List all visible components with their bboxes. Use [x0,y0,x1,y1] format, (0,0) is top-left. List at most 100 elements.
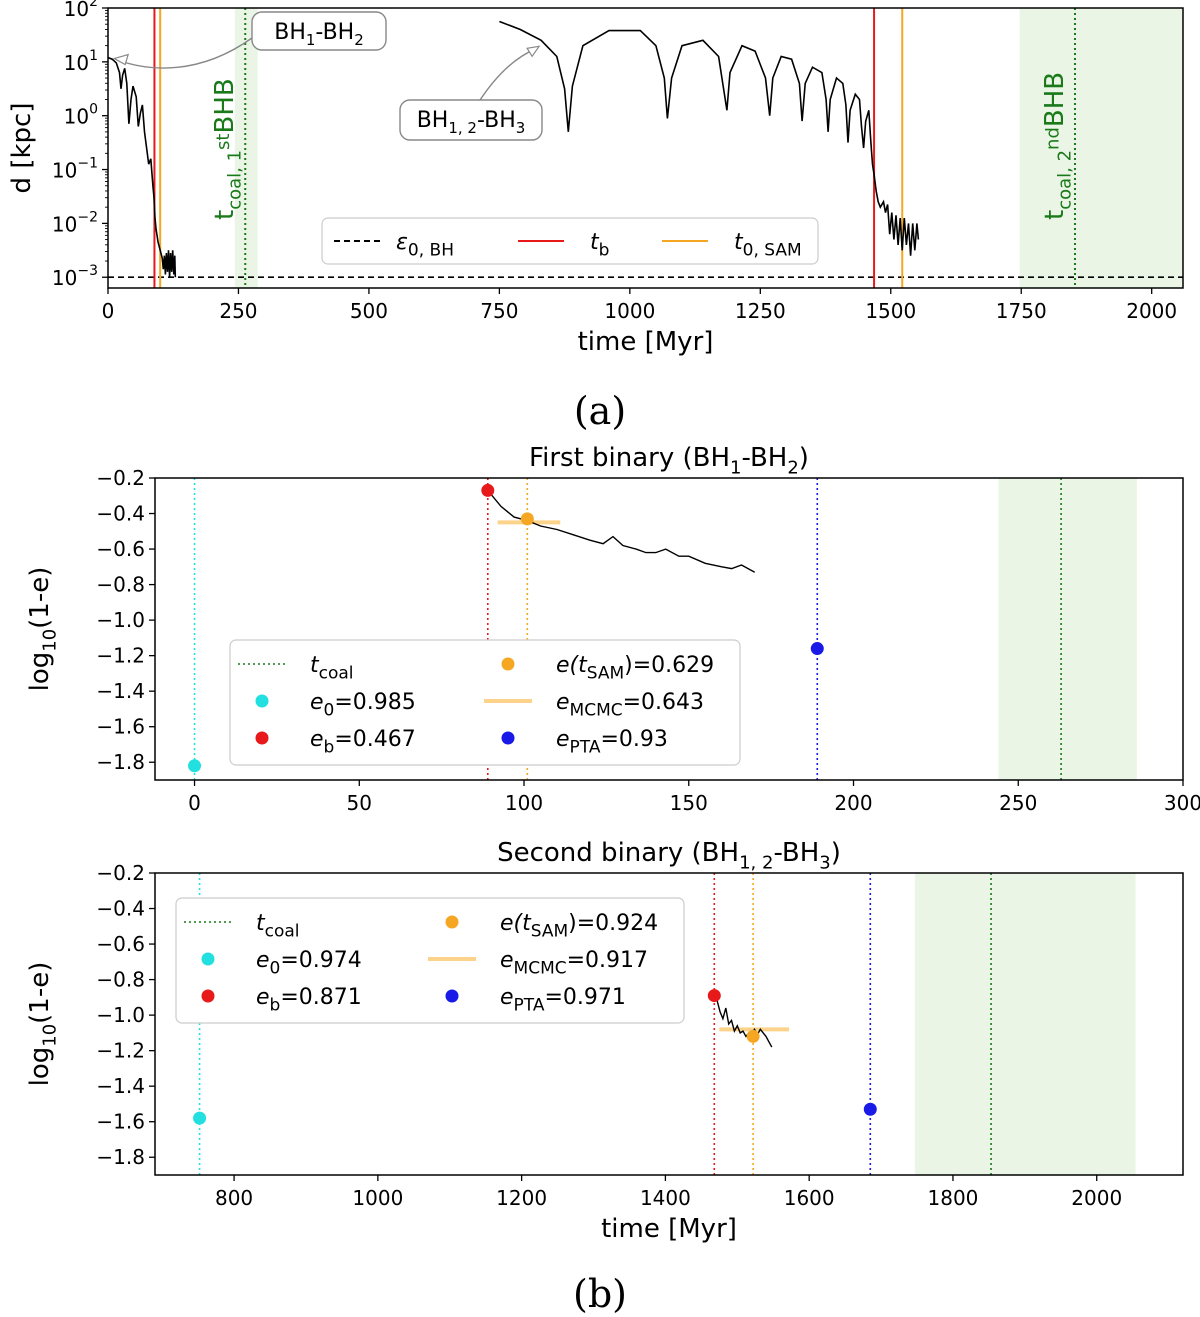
arrow-head [112,53,130,66]
annotation-bh12-bh3: BH1, 2-BH3 [399,45,543,141]
x-tick-label: 1800 [928,1186,979,1210]
y-tick-exp: 2 [89,0,98,10]
legend-label-part: e [256,948,270,973]
legend-label: ε0, BH [396,230,454,261]
legend-label-part: MCMC [514,959,567,979]
legend-label-part: 0, SAM [743,241,802,261]
annotation-arrow [115,37,253,69]
annotation-label-part: 1 [306,31,316,49]
x-tick-label: 200 [834,791,872,815]
x-tick-label: 1500 [865,299,916,323]
y-tick-exp: −3 [77,263,98,279]
legend-label-part: =0.871 [280,985,361,1010]
data-point [188,759,202,773]
legend-label: ePTA=0.971 [500,985,626,1016]
legend-label-part: b [270,996,281,1016]
y-tick-exp: 0 [89,102,98,118]
annotation-label-part: -BH [477,108,516,133]
annotation-label-part: BH [274,20,306,45]
legend-label: ePTA=0.93 [556,727,668,758]
panel-title-part: ) [831,838,841,868]
legend-label-part: t [590,230,600,255]
x-tick-label: 800 [215,1186,253,1210]
annotation-bh1-bh2: BH1-BH2 [112,11,387,69]
legend-label: e0=0.974 [256,948,362,979]
x-tick-label: 2000 [1071,1186,1122,1210]
legend-key [501,731,515,745]
series-bh1-bh2 [107,56,177,278]
y-tick-label: −1.2 [96,1039,145,1063]
coal-label-part: t [1040,210,1070,220]
x-tick-label: 750 [480,299,518,323]
x-tick-label: 1200 [496,1186,547,1210]
legend-label-part: e [256,985,270,1010]
legend-label: tcoal [310,653,354,684]
y-tick-label: 10−2 [52,209,98,236]
legend-label: eb=0.467 [310,727,416,758]
y-axis-label: log10(1-e) [25,962,60,1087]
y-tick-exp: −1 [77,156,98,172]
x-tick-label: 1250 [735,299,786,323]
legend-label-part: 0 [324,701,335,721]
ecc-track [487,489,756,573]
y-tick-label: 100 [64,102,98,129]
coal-label: tcoal, 2ndBHB [1040,72,1075,220]
y-tick-label: −0.4 [96,897,145,921]
y-tick-label: −1.4 [96,679,145,703]
legend-label: e(tSAM)=0.924 [500,911,658,942]
y-tick-label: −1.8 [96,750,145,774]
data-point [707,989,721,1003]
y-axis-label-part: log [25,1047,55,1087]
legend-key [445,989,459,1003]
coal-label-part: coal, 2 [1054,150,1075,210]
x-tick-label: 300 [1164,791,1200,815]
coal-band [914,873,1136,1175]
annotation-label-part: BH [417,108,449,133]
y-axis-label-part: (1-e) [25,962,55,1024]
legend-label-part: 0 [270,959,281,979]
legend: tcoale0=0.985eb=0.467e(tSAM)=0.629eMCMC=… [229,639,741,766]
y-tick-label: −1.6 [96,1110,145,1134]
panel-b-second: Second binary (BH1, 2-BH3) 800 1000 1200 140… [25,838,1184,1316]
panel-title: Second binary (BH1, 2-BH3) [497,838,841,873]
y-tick-label: 101 [64,48,98,75]
data-point [520,512,534,526]
ecc-track [713,995,773,1048]
panel-title-part: First binary (BH [529,443,730,473]
y-tick-label: −0.8 [96,573,145,597]
y-tick-label: 10−3 [52,263,98,290]
y-tick-exp: 1 [89,48,98,64]
legend-label-part: MCMC [570,701,623,721]
legend-label-part: t [734,230,744,255]
legend-key [201,952,215,966]
legend-key [501,657,515,671]
legend-label-part: PTA [570,738,601,758]
legend-key [201,989,215,1003]
y-tick-base: 10 [64,0,89,21]
y-axis-label: d [kpc] [7,103,37,194]
caption-b: (b) [573,1272,627,1316]
legend-label-part: =0.643 [623,690,704,715]
legend-label-part: e [500,948,514,973]
y-tick-base: 10 [64,105,89,129]
legend-label: eb=0.871 [256,985,362,1016]
annotation-label-part: 2 [354,31,364,49]
panel-title-part: 3 [819,852,830,873]
x-tick-label: 1000 [604,299,655,323]
legend-box [321,217,819,265]
panel-b-first: First binary (BH1-BH2)0 50 100 150 200 250 300… [25,443,1200,815]
x-tick-label: 2000 [1126,299,1177,323]
legend-label-part: SAM [531,922,568,942]
legend-label-part: ε [396,230,408,255]
y-tick-label: −0.2 [96,466,145,490]
x-tick-label: 150 [670,791,708,815]
annotation-box [251,11,387,51]
data-point [746,1029,760,1043]
x-tick-label: 250 [999,791,1037,815]
y-tick-label: −0.8 [96,968,145,992]
legend-a: ε0, BH tb t0, SAM [321,217,819,265]
legend-label-part: e(t [500,911,532,936]
legend-label-part: 0, BH [408,241,454,261]
panel-title-part: ) [799,443,809,473]
